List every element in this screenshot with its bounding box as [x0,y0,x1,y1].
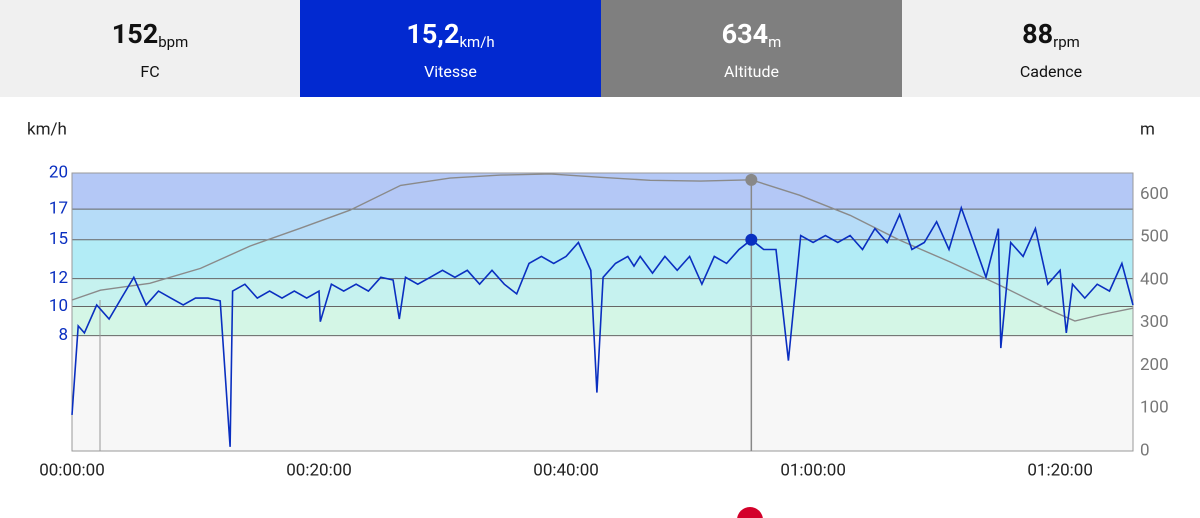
y-tick-label: 10 [49,296,68,316]
x-tick-label: 00:40:00 [533,460,599,480]
zone-band [72,335,1133,451]
metric-value: 15,2 [406,18,460,50]
metric-value: 634 [721,18,769,50]
chart: km/h m 20 17 15 12 10 8 0 100 200 300 400 500 600 00:… [27,119,1169,518]
x-tick-label: 01:20:00 [1027,460,1093,480]
metric-label: Vitesse [424,62,477,81]
y-tick-label: 20 [49,162,68,182]
metric-label: Cadence [1019,62,1083,81]
metric-tile[interactable]: 634m Altitude [601,0,902,97]
metric-label: FC [140,62,160,81]
y2-tick-label: 100 [1140,398,1169,418]
y-tick-label: 8 [58,325,68,345]
metric-label: Altitude [723,62,779,81]
x-tick-label: 00:20:00 [286,460,352,480]
y2-tick-label: 600 [1140,184,1169,204]
y2-tick-label: 400 [1140,269,1169,289]
y2-axis-label: m [1140,119,1155,139]
metric-tile[interactable]: 15,2km/h Vitesse [300,0,601,97]
y-tick-label: 17 [49,199,68,219]
zone-band [72,209,1133,240]
y-tick-label: 12 [49,268,68,288]
x-tick-label: 00:00:00 [39,460,105,480]
x-tick-label: 01:00:00 [780,460,846,480]
cursor-altitude [745,173,758,186]
y-tick-label: 15 [49,229,68,249]
metric-tile[interactable]: 88rpm Cadence [902,0,1200,97]
metric-unit: rpm [1053,33,1080,51]
y2-tick-label: 500 [1140,227,1169,247]
speed-line [71,205,1134,447]
y2-tick-label: 300 [1140,312,1169,332]
y2-tick-label: 200 [1140,355,1169,375]
metric-unit: m [768,33,782,51]
plot-frame [71,172,1134,452]
y2-tick-label: 0 [1140,440,1150,460]
metric-tile[interactable]: 152bpm FC [0,0,300,97]
metric-unit: bpm [158,33,189,51]
altitude-line [71,173,1134,322]
metric-tiles: 152bpm FC 15,2km/h Vitesse 634m Altitude… [0,0,1200,97]
zone-band [72,306,1133,336]
y-axis-label: km/h [27,119,67,139]
zone-band [72,173,1133,210]
cursor-speed [745,233,758,246]
metric-unit: km/h [459,33,495,51]
metric-value: 152 [111,18,159,50]
metric-value: 88 [1022,18,1054,50]
record-button[interactable] [737,507,763,518]
